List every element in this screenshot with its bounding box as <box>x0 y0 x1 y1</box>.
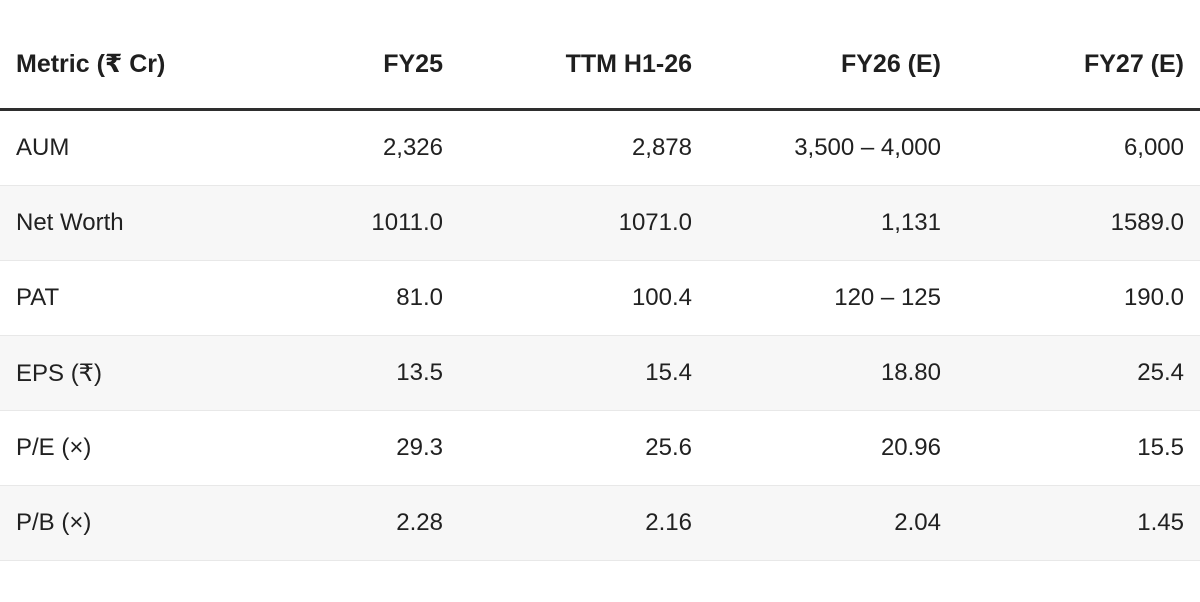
metric-label: P/E (×) <box>0 410 204 486</box>
header-row: Metric (₹ Cr) FY25 TTM H1-26 FY26 (E) FY… <box>0 0 1200 111</box>
value-cell: 120 – 125 <box>702 260 951 336</box>
value-cell: 190.0 <box>951 260 1200 336</box>
header-ttm-h1-26: TTM H1-26 <box>453 0 702 111</box>
value-cell: 2.16 <box>453 485 702 561</box>
value-cell: 2.04 <box>702 485 951 561</box>
value-cell: 1071.0 <box>453 185 702 261</box>
metric-label: Net Worth <box>0 185 204 261</box>
value-cell: 20.96 <box>702 410 951 486</box>
value-cell: 29.3 <box>204 410 453 486</box>
metric-label: AUM <box>0 109 204 186</box>
header-fy25: FY25 <box>204 0 453 111</box>
value-cell: 81.0 <box>204 260 453 336</box>
table-row-net-worth: Net Worth 1011.0 1071.0 1,131 1589.0 <box>0 185 1200 261</box>
financial-metrics-table: Metric (₹ Cr) FY25 TTM H1-26 FY26 (E) FY… <box>0 0 1200 561</box>
metric-label: PAT <box>0 260 204 336</box>
header-fy27e: FY27 (E) <box>951 0 1200 111</box>
value-cell: 3,500 – 4,000 <box>702 109 951 186</box>
table-row-pat: PAT 81.0 100.4 120 – 125 190.0 <box>0 260 1200 336</box>
value-cell: 18.80 <box>702 335 951 411</box>
value-cell: 13.5 <box>204 335 453 411</box>
value-cell: 25.4 <box>951 335 1200 411</box>
metric-label: EPS (₹) <box>0 335 204 411</box>
value-cell: 2,326 <box>204 109 453 186</box>
value-cell: 1.45 <box>951 485 1200 561</box>
table-row-pe: P/E (×) 29.3 25.6 20.96 15.5 <box>0 410 1200 486</box>
table-row-pb: P/B (×) 2.28 2.16 2.04 1.45 <box>0 485 1200 561</box>
metric-label: P/B (×) <box>0 485 204 561</box>
value-cell: 25.6 <box>453 410 702 486</box>
table-row-eps: EPS (₹) 13.5 15.4 18.80 25.4 <box>0 335 1200 411</box>
header-fy26e: FY26 (E) <box>702 0 951 111</box>
value-cell: 2,878 <box>453 109 702 186</box>
value-cell: 1011.0 <box>204 185 453 261</box>
value-cell: 15.5 <box>951 410 1200 486</box>
table-row-aum: AUM 2,326 2,878 3,500 – 4,000 6,000 <box>0 109 1200 186</box>
value-cell: 6,000 <box>951 109 1200 186</box>
value-cell: 15.4 <box>453 335 702 411</box>
value-cell: 1589.0 <box>951 185 1200 261</box>
value-cell: 2.28 <box>204 485 453 561</box>
value-cell: 1,131 <box>702 185 951 261</box>
header-metric: Metric (₹ Cr) <box>0 0 204 111</box>
value-cell: 100.4 <box>453 260 702 336</box>
